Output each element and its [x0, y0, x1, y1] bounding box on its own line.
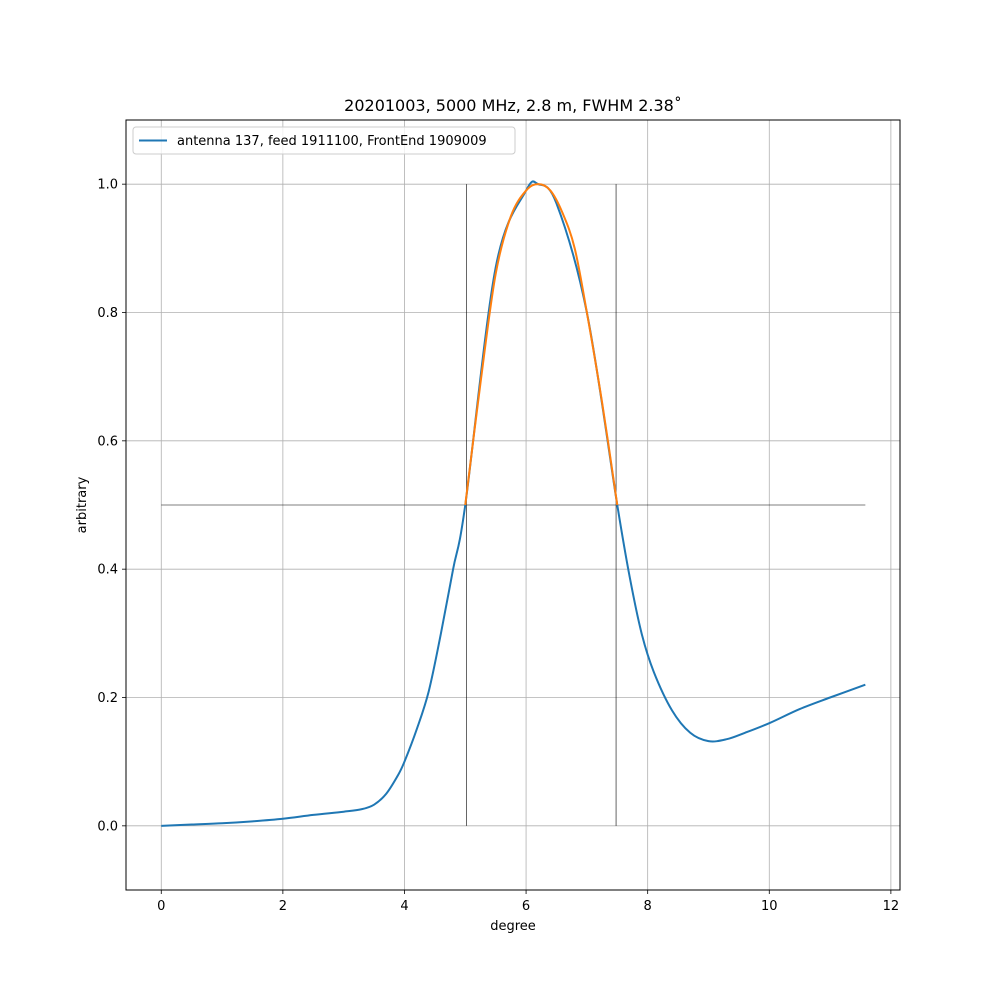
y-tick-label: 1.0 — [97, 178, 118, 193]
x-tick-label: 2 — [279, 899, 287, 914]
beam-profile-line — [161, 180, 866, 827]
x-tick-label: 8 — [644, 899, 652, 914]
chart-title: 20201003, 5000 MHz, 2.8 m, FWHM 2.38˚ — [344, 96, 682, 115]
legend-entry: antenna 137, feed 1911100, FrontEnd 1909… — [177, 134, 487, 149]
x-tick-label: 4 — [400, 899, 408, 914]
series-lines — [161, 180, 866, 827]
legend-box — [132, 126, 516, 155]
y-tick-label: 0.2 — [97, 691, 118, 706]
y-tick-label: 0.8 — [97, 306, 118, 321]
x-tick-label: 0 — [157, 899, 165, 914]
y-tick-label: 0.0 — [97, 819, 118, 834]
x-tick-label: 12 — [883, 899, 900, 914]
x-tick-label: 10 — [761, 899, 778, 914]
plot-area-frame — [125, 119, 901, 891]
y-tick-label: 0.4 — [97, 563, 118, 578]
y-axis-label: arbitrary — [75, 476, 90, 533]
legend: antenna 137, feed 1911100, FrontEnd 1909… — [132, 126, 516, 155]
reference-lines — [161, 184, 866, 826]
fwhm-segment-line — [464, 183, 619, 506]
x-axis-label: degree — [490, 919, 536, 934]
y-tick-label: 0.6 — [97, 434, 118, 449]
x-tick-label: 6 — [522, 899, 530, 914]
axis-ticks: 0 2 4 6 8 10 12 0.0 0.2 0.4 0.6 0.8 1.0 — [97, 178, 899, 914]
